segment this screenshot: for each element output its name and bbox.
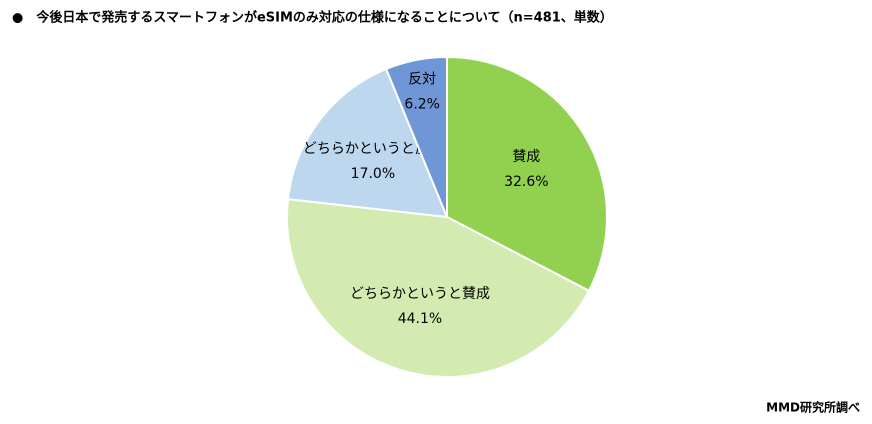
slice-value-label: 32.6% [504,174,548,190]
pie-slice [286,67,449,219]
chart-title: ● 今後日本で発売するスマートフォンがeSIMのみ対応の仕様になることについて（… [12,10,613,26]
source-note: MMD研究所調べ [766,400,860,415]
slice-category-label: どちらかというと反対 [303,141,443,157]
slice-value-label: 6.2% [404,96,440,112]
slice-value-label: 44.1% [398,311,442,327]
pie-slice [446,55,608,293]
pie-slice [286,198,591,378]
slice-value-label: 17.0% [351,166,395,182]
slice-category-label: 賛成 [512,149,540,165]
slice-category-label: 反対 [408,71,436,87]
slice-category-label: どちらかというと賛成 [350,286,490,302]
pie-slice [384,55,448,218]
